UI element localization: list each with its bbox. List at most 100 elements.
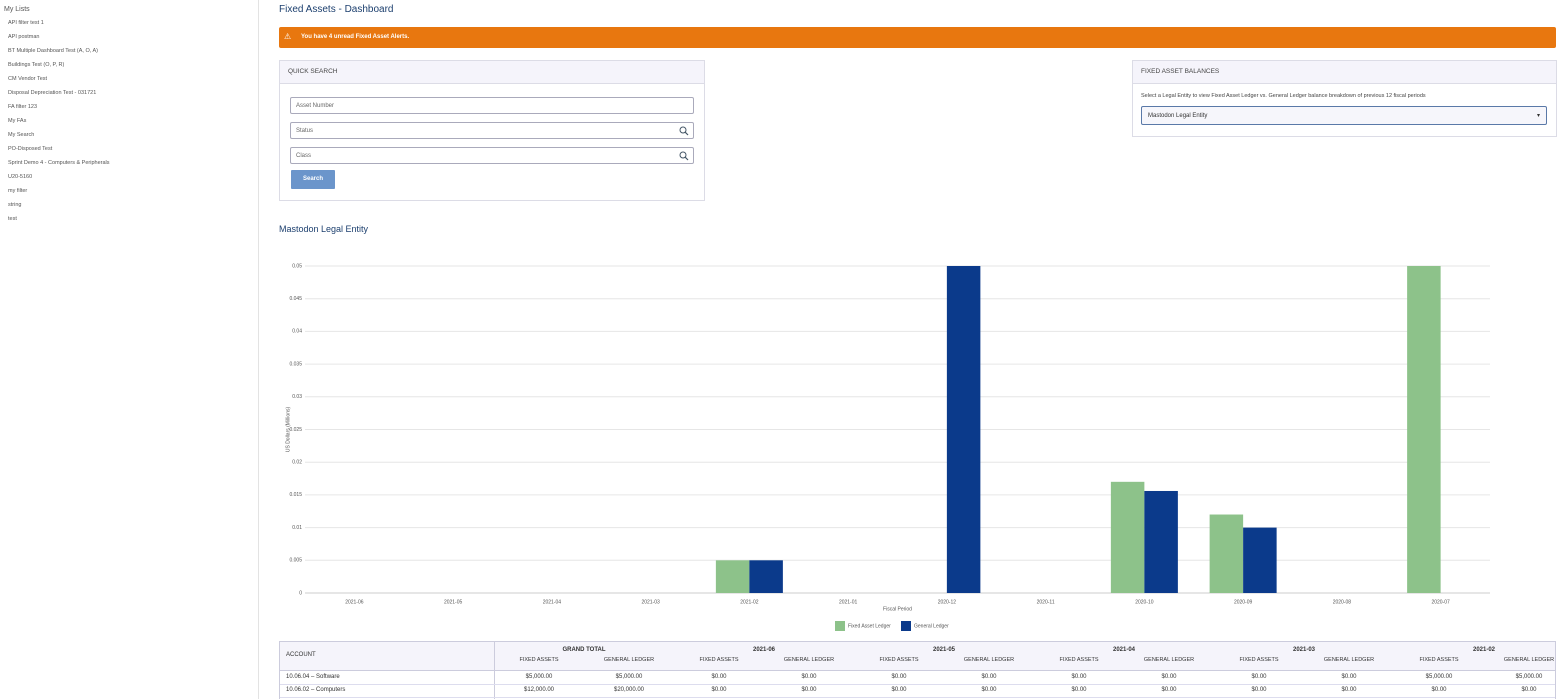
search-field[interactable]: Asset Number [290,97,694,114]
sidebar-item[interactable]: Buildings Test (O, P, R) [8,62,65,68]
alert-icon: ⚠ [284,32,292,41]
account-cell: 10.06.04 – Software [286,674,340,680]
x-axis-label: Fiscal Period [883,606,912,612]
x-tick-label: 2021-04 [543,599,562,605]
panel-description: Select a Legal Entity to view Fixed Asse… [1141,93,1426,99]
sub-header: FIXED ASSETS [519,657,559,663]
caret: ▾ [1536,113,1540,119]
x-tick-label: 2021-01 [839,599,858,605]
amount-cell: $0.00 [1341,687,1357,693]
sub-header: FIXED ASSETS [1239,657,1279,663]
x-tick-label: 2021-03 [641,599,660,605]
quick-search-panel: QUICK SEARCH Search Asset Number Status Cl… [279,60,705,201]
amount-cell: $0.00 [711,687,727,693]
y-tick-label: 0.02 [292,460,302,466]
sidebar-item[interactable]: API filter test 1 [8,20,44,26]
group-header: 2021-04 [1112,647,1136,653]
y-tick-label: 0.04 [292,329,302,335]
x-tick-label: 2020-10 [1135,599,1154,605]
row-divider [280,684,1555,685]
account-cell: 10.06.02 – Computers [286,687,346,693]
x-tick-label: 2020-11 [1037,599,1055,605]
amount-cell: $0.00 [891,687,907,693]
bar [946,266,981,593]
balance-table: ACCOUNT GRAND TOTAL 2021-06 2021-05 2021-04 2… [279,641,1556,699]
amount-cell: $0.00 [801,687,817,693]
amount-cell: $0.00 [1161,687,1177,693]
sidebar-item[interactable]: my filter [8,188,28,194]
sidebar-item[interactable]: BT Multiple Dashboard Test (A, O, A) [8,48,98,54]
search-icon [679,151,689,161]
chart: 0 0.005 0.01 0.015 0.02 0.025 0.03 0.035 0.04 0.0… [285,263,1490,631]
sidebar-item[interactable]: Sprint Demo 4 - Computers & Peripherals [8,160,110,166]
sub-header: FIXED ASSETS [699,657,739,663]
x-tick-label: 2020-08 [1333,599,1352,605]
sidebar-item[interactable]: CM Vendor Test [8,76,48,82]
y-tick-label: 0 [299,590,302,596]
field-placeholder: Class [296,153,312,159]
amount-cell: $0.00 [1071,674,1087,680]
y-tick-label: 0.03 [292,394,302,400]
legend-swatch [835,621,845,631]
sidebar-item[interactable]: U20-5160 [8,174,33,180]
panel-title: QUICK SEARCH [280,61,704,84]
amount-cell: $5,000.00 [1425,674,1453,680]
sub-header: GENERAL LEDGER [1503,657,1555,663]
sidebar-item[interactable]: string [8,202,22,208]
sub-header: GENERAL LEDGER [1143,657,1195,663]
y-tick-label: 0.045 [289,296,302,302]
sub-header: GENERAL LEDGER [963,657,1015,663]
y-tick-label: 0.005 [289,558,302,564]
legend-label: Fixed Asset Ledger [848,623,891,629]
y-axis-label: US Dollars (Millions) [285,407,291,453]
sub-header: FIXED ASSETS [1059,657,1099,663]
field-placeholder: Asset Number [296,103,335,109]
bar [1407,266,1441,593]
sub-header: GENERAL LEDGER [1323,657,1375,663]
sub-header: GENERAL LEDGER [783,657,835,663]
amount-cell: $0.00 [1521,687,1537,693]
amount-cell: $0.00 [1251,674,1267,680]
amount-cell: $0.00 [1251,687,1267,693]
amount-cell: $0.00 [981,687,997,693]
sidebar-item[interactable]: Disposal Depreciation Test - 031721 [8,90,97,96]
legend-swatch [901,621,911,631]
search-field[interactable]: Class [290,147,694,164]
legend-label: General Ledger [914,623,949,629]
sidebar-item[interactable]: FA filter 123 [8,104,38,110]
search-button[interactable]: Search [291,170,335,189]
y-tick-label: 0.015 [289,492,302,498]
sidebar-item[interactable]: API postman [8,34,40,40]
bar [1209,514,1244,593]
sub-header: FIXED ASSETS [1419,657,1459,663]
x-tick-label: 2021-05 [444,599,463,605]
amount-cell: $0.00 [1341,674,1357,680]
x-tick-label: 2020-09 [1234,599,1253,605]
sidebar-item[interactable]: My Search [8,132,35,138]
x-tick-label: 2021-02 [740,599,759,605]
amount-cell: $20,000.00 [613,687,645,693]
amount-cell: $12,000.00 [523,687,555,693]
amount-cell: $0.00 [1071,687,1087,693]
bar [1144,490,1178,593]
alert-bar[interactable]: ⚠ You have 4 unread Fixed Asset Alerts. [279,27,1556,48]
sidebar-item[interactable]: My FAs [8,118,27,124]
sidebar-item[interactable]: PO-Disposed Test [8,146,53,152]
sidebar-heading: My Lists [4,6,30,13]
account-header: ACCOUNT [286,652,316,658]
entity-dropdown[interactable]: Mastodon Legal Entity ▾ [1141,106,1547,125]
search-field[interactable]: Status [290,122,694,139]
search-icon [679,126,689,136]
amount-cell: $0.00 [981,674,997,680]
dropdown-value: Mastodon Legal Entity [1148,113,1208,119]
panel-title: FIXED ASSET BALANCES [1133,61,1556,84]
amount-cell: $0.00 [1161,674,1177,680]
y-tick-label: 0.05 [292,263,302,269]
group-header: 2021-06 [752,647,776,653]
field-placeholder: Status [296,128,314,134]
amount-cell: $0.00 [1431,687,1447,693]
page-title: Fixed Assets - Dashboard [279,4,394,15]
balances-panel: FIXED ASSET BALANCES Select a Legal Enti… [1132,60,1557,137]
sidebar-item[interactable]: test [8,216,17,222]
